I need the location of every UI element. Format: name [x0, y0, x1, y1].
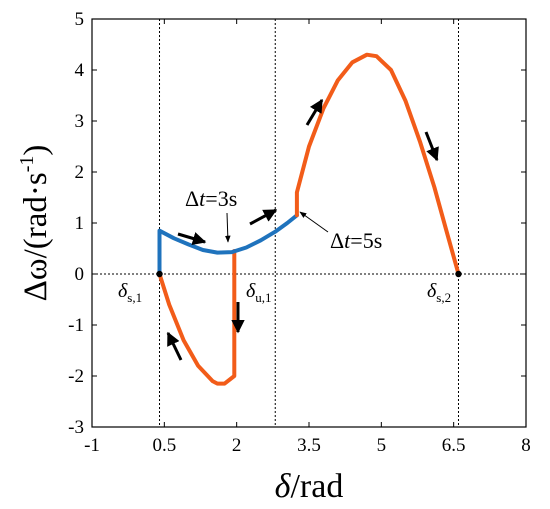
series-line-0 [157, 249, 237, 386]
annotation-dt3: Δt=3s [185, 186, 237, 211]
annotation-dt5: Δt=5s [330, 228, 382, 253]
y-tick-label: 0 [75, 264, 85, 285]
y-tick-label: 5 [75, 9, 85, 30]
arrow-pointer-dt3 [224, 212, 231, 243]
x-tick-label: 6.5 [442, 435, 466, 456]
y-ticks: -3 -2 -1 0 1 2 3 4 5 [68, 9, 526, 438]
arrow-lower-loop [166, 331, 183, 361]
y-tick-label: 2 [75, 162, 85, 183]
x-tick-label: -1 [84, 435, 100, 456]
equilibrium-markers [156, 270, 462, 278]
x-tick-label: 3.5 [297, 435, 321, 456]
x-tick-label: 5 [377, 435, 387, 456]
x-tick-label: 0.5 [152, 435, 176, 456]
x-tick-label: 8 [521, 435, 531, 456]
y-tick-label: 4 [75, 60, 85, 81]
label-delta-s1: δs,1 [118, 280, 142, 305]
data-series [157, 52, 461, 386]
y-tick-label: -3 [68, 417, 84, 438]
series-line-1 [157, 213, 299, 276]
plot-frame [91, 18, 527, 428]
y-tick-label: -2 [68, 366, 84, 387]
y-tick-label: 1 [75, 213, 85, 234]
x-tick-label: 2 [232, 435, 242, 456]
series-line-2 [294, 52, 461, 276]
x-axis-label: δ/rad [275, 468, 344, 505]
arrow-blue-left [177, 232, 207, 246]
equilibrium-point-1 [455, 270, 462, 278]
label-delta-u1: δu,1 [246, 280, 272, 305]
arrow-falling [424, 131, 439, 162]
arrow-rising [305, 98, 324, 126]
direction-arrows [166, 98, 439, 361]
y-tick-label: -1 [68, 315, 84, 336]
y-tick-label: 3 [75, 111, 85, 132]
y-axis-label: Δω/(rad·s-1) [16, 145, 54, 302]
reference-lines [92, 19, 526, 427]
arrow-blue-right [249, 208, 278, 226]
x-ticks: -1 0.5 2 3.5 5 6.5 8 [84, 19, 531, 456]
arrow-pointer-dt5 [299, 211, 329, 233]
equilibrium-point-0 [156, 270, 163, 278]
label-delta-s2: δs,2 [427, 280, 451, 305]
